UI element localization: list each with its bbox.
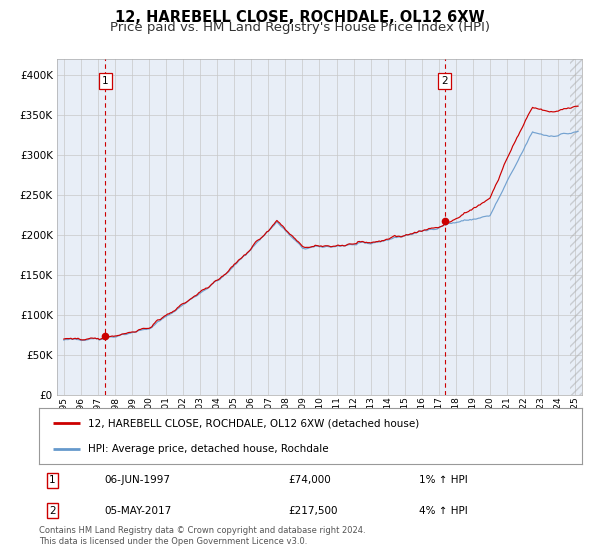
Text: 1% ↑ HPI: 1% ↑ HPI: [419, 475, 468, 486]
Text: 1: 1: [49, 475, 56, 486]
Text: 1: 1: [102, 76, 109, 86]
Text: 2: 2: [442, 76, 448, 86]
Text: HPI: Average price, detached house, Rochdale: HPI: Average price, detached house, Roch…: [88, 444, 328, 454]
Text: 05-MAY-2017: 05-MAY-2017: [104, 506, 172, 516]
Text: 12, HAREBELL CLOSE, ROCHDALE, OL12 6XW: 12, HAREBELL CLOSE, ROCHDALE, OL12 6XW: [115, 10, 485, 25]
Text: £74,000: £74,000: [289, 475, 332, 486]
Text: Contains HM Land Registry data © Crown copyright and database right 2024.
This d: Contains HM Land Registry data © Crown c…: [39, 526, 365, 546]
Text: £217,500: £217,500: [289, 506, 338, 516]
Text: 4% ↑ HPI: 4% ↑ HPI: [419, 506, 468, 516]
Text: 06-JUN-1997: 06-JUN-1997: [104, 475, 170, 486]
Text: Price paid vs. HM Land Registry's House Price Index (HPI): Price paid vs. HM Land Registry's House …: [110, 21, 490, 34]
Text: 12, HAREBELL CLOSE, ROCHDALE, OL12 6XW (detached house): 12, HAREBELL CLOSE, ROCHDALE, OL12 6XW (…: [88, 418, 419, 428]
Text: 2: 2: [49, 506, 56, 516]
